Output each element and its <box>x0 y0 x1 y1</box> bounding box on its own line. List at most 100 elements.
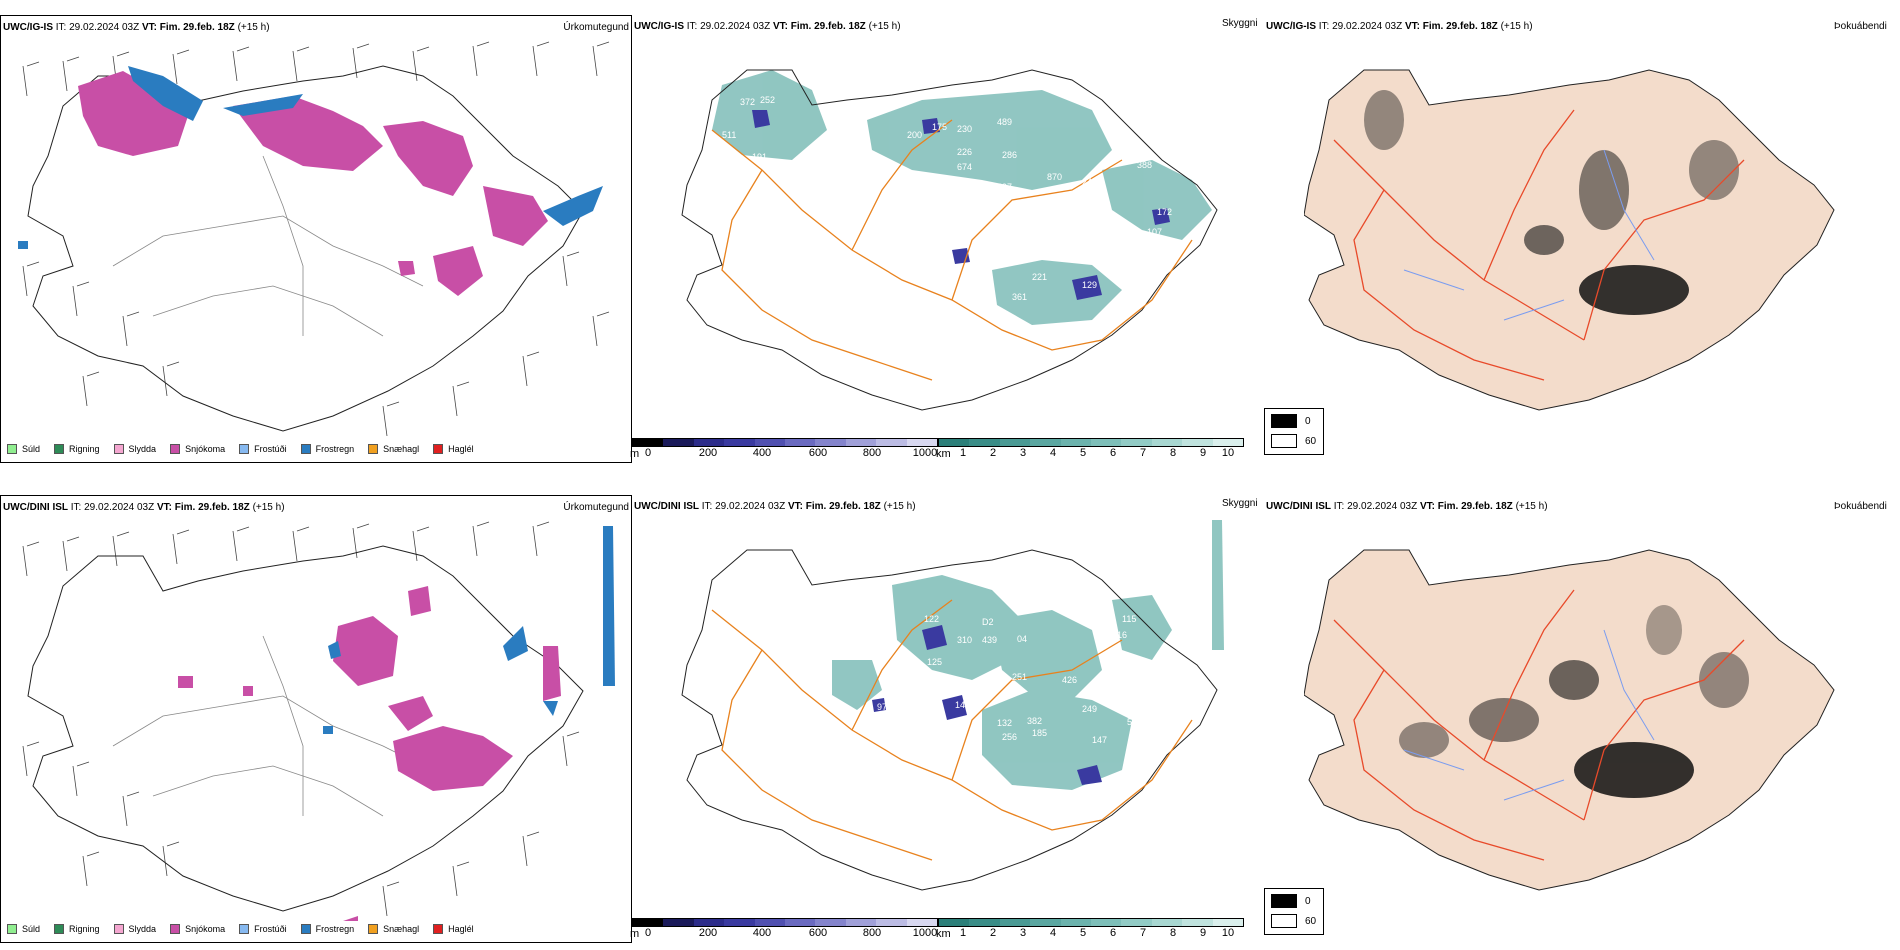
colorbar-tick: 8 <box>1169 927 1177 939</box>
colorbar-unit: km <box>936 448 951 460</box>
panel-header: UWC/DINI ISL IT: 29.02.2024 03Z VT: Fim.… <box>3 502 285 513</box>
frostregn-area <box>323 526 615 734</box>
visibility-colorbar: km 1 2 3 4 5 6 7 8 9 10 <box>936 918 1244 940</box>
visibility-colorbar: km 1 2 3 4 5 6 7 8 9 10 <box>936 438 1244 460</box>
cloud-label: 388 <box>1137 160 1152 170</box>
cloud-label: 147 <box>955 700 970 710</box>
cloud-label: 629 <box>852 137 867 147</box>
colorbar-tick: 200 <box>698 447 718 459</box>
cloud-map: 122 D2 310 439 04 125 251 426 115 216 97… <box>681 520 1224 891</box>
legend-item: Snjókoma <box>170 444 225 454</box>
road-network <box>711 599 1193 861</box>
cloud-label: 125 <box>927 657 942 667</box>
colorbar-tick: 2 <box>989 927 997 939</box>
fog-legend: 0 60 <box>1264 888 1324 935</box>
fog-map <box>1304 549 1835 891</box>
legend-item: Frostúði <box>239 924 287 934</box>
panel-header: UWC/DINI ISL IT: 29.02.2024 03Z VT: Fim.… <box>634 501 916 512</box>
iceland-outline <box>681 69 1218 411</box>
fog-legend: 0 60 <box>1264 408 1324 455</box>
colorbar-tick: 600 <box>808 927 828 939</box>
cloud-field-title: Skyggni <box>1222 18 1258 29</box>
cloud-label: 147 <box>1092 735 1107 745</box>
fog-legend-label: 0 <box>1305 415 1311 427</box>
precip-legend: Súld Rigning Slydda Snjókoma Frostúði Fr… <box>7 924 488 934</box>
colorbar-tick: 1000 <box>912 447 938 459</box>
fog-field-title: Þokuábendi <box>1834 501 1887 512</box>
fog-legend-label: 60 <box>1305 435 1317 447</box>
cloud-label: 251 <box>1012 672 1027 682</box>
precip-panel-row1: UWC/IG-IS IT: 29.02.2024 03Z VT: Fim. 29… <box>0 15 632 463</box>
cloud-label: 129 <box>1082 280 1097 290</box>
iceland-outline <box>681 549 1218 891</box>
colorbar-tick: 400 <box>752 447 772 459</box>
snow-area <box>178 586 561 921</box>
cloud-base-colorbar: m 0 200 400 600 800 1000 <box>630 438 938 460</box>
frostregn-area <box>18 66 603 249</box>
legend-item: Rigning <box>54 924 100 934</box>
cloud-panel-row1: UWC/IG-IS IT: 29.02.2024 03Z VT: Fim. 29… <box>630 15 1264 463</box>
colorbar-tick: 0 <box>644 447 652 459</box>
cloud-label: 426 <box>1062 675 1077 685</box>
colorbar-tick: 600 <box>808 447 828 459</box>
legend-item: Frostúði <box>239 444 287 454</box>
colorbar-unit: km <box>936 928 951 940</box>
precip-map <box>22 521 615 921</box>
fog-legend-label: 0 <box>1305 895 1311 907</box>
cloud-label: 256 <box>1002 732 1017 742</box>
colorbar-tick: 7 <box>1139 447 1147 459</box>
cloud-label: 286 <box>1002 150 1017 160</box>
panel-header: UWC/IG-IS IT: 29.02.2024 03Z VT: Fim. 29… <box>3 22 270 33</box>
cloud-label: D2 <box>982 617 994 627</box>
cloud-label: 252 <box>760 95 775 105</box>
legend-item: Slydda <box>113 444 156 454</box>
iceland-outline <box>27 545 584 912</box>
colorbar-tick: 1 <box>959 927 967 939</box>
colorbar-tick: 5 <box>1079 447 1087 459</box>
cloud-label: 107 <box>1147 227 1162 237</box>
panel-header: UWC/IG-IS IT: 29.02.2024 03Z VT: Fim. 29… <box>634 21 901 32</box>
legend-item: Snæhagl <box>368 444 419 454</box>
precip-map <box>18 41 610 437</box>
cloud-label: 122 <box>924 614 939 624</box>
legend-item: Slydda <box>113 924 156 934</box>
cloud-label: 439 <box>982 635 997 645</box>
cloud-base-colorbar: m 0 200 400 600 800 1000 <box>630 918 938 940</box>
colorbar-tick: 2 <box>989 447 997 459</box>
fog-field-title: Þokuábendi <box>1834 21 1887 32</box>
cloud-label: 511 <box>722 130 736 140</box>
cloud-label: 226 <box>957 147 972 157</box>
cloud-label: 897 <box>997 182 1012 192</box>
cloud-label: 216 <box>1112 630 1127 640</box>
colorbar-tick: 6 <box>1109 447 1117 459</box>
fog-panel-row1: UWC/IG-IS IT: 29.02.2024 03Z VT: Fim. 29… <box>1264 15 1900 463</box>
legend-item: Frostregn <box>300 444 354 454</box>
colorbar-tick: 3 <box>1019 927 1027 939</box>
cloud-label: 489 <box>997 117 1012 127</box>
iceland-outline <box>27 65 584 432</box>
colorbar-tick: 8 <box>1169 447 1177 459</box>
legend-item: Rigning <box>54 444 100 454</box>
cloud-panel-row2: UWC/DINI ISL IT: 29.02.2024 03Z VT: Fim.… <box>630 495 1264 943</box>
colorbar-unit: m <box>630 448 640 460</box>
colorbar-unit: m <box>630 928 640 940</box>
colorbar-tick: 5 <box>1079 927 1087 939</box>
fog-shade-icon <box>1364 90 1739 315</box>
legend-item: Súld <box>7 924 40 934</box>
cloud-label: 230 <box>957 124 972 134</box>
colorbar-tick: 4 <box>1049 447 1057 459</box>
fog-shade-icon <box>1399 605 1749 798</box>
legend-item: Haglél <box>433 924 474 934</box>
cloud-map: 372 252 511 191 629 200 175 230 489 226 … <box>681 69 1218 411</box>
cloud-label: 361 <box>1012 292 1027 302</box>
cloud-label: 310 <box>957 635 972 645</box>
cloud-label: 372 <box>740 97 755 107</box>
cloud-label: 175 <box>932 122 947 132</box>
cloud-label: 870 <box>1047 172 1062 182</box>
legend-item: Haglél <box>433 444 474 454</box>
cloud-field-title: Skyggni <box>1222 498 1258 509</box>
legend-item: Snjókoma <box>170 924 225 934</box>
legend-item: Súld <box>7 444 40 454</box>
cloud-label: 97 <box>877 702 887 712</box>
legend-item: Frostregn <box>300 924 354 934</box>
